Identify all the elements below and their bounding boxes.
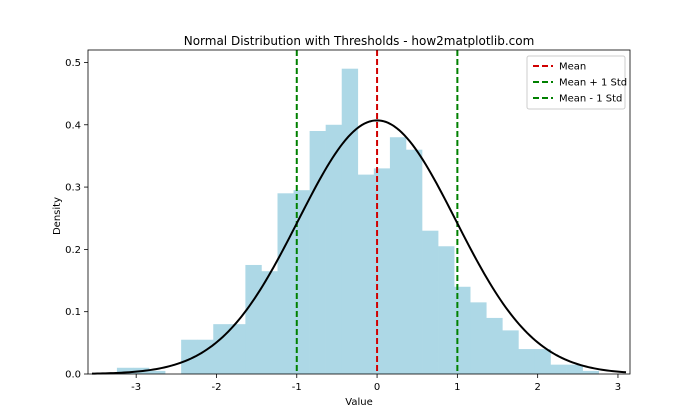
legend: Mean Mean + 1 Std Mean - 1 Std: [526, 55, 627, 110]
histogram-bar: [245, 264, 262, 374]
histogram-bar: [181, 339, 198, 374]
histogram-bar: [550, 364, 567, 374]
y-tick-label: 0.3: [65, 183, 81, 194]
histogram-bar: [470, 302, 487, 374]
y-tick-label: 0.1: [65, 307, 81, 318]
y-tick-label: 0.4: [65, 120, 81, 131]
histogram-bar: [341, 68, 359, 374]
histogram-bar: [486, 317, 503, 374]
histogram-bar: [582, 370, 599, 374]
histogram-bar: [405, 149, 423, 374]
histogram-bar: [261, 271, 278, 374]
histogram-bar: [325, 124, 343, 375]
histogram-bar: [277, 193, 294, 374]
histogram-bar: [566, 364, 583, 374]
chart-title: Normal Distribution with Thresholds - ho…: [184, 34, 535, 48]
histogram-bar: [357, 174, 375, 374]
y-tick-label: 0.5: [65, 58, 81, 69]
histogram-bar: [309, 131, 326, 374]
x-tick-label: -1: [292, 382, 302, 393]
pdf-curve: [91, 119, 627, 375]
histogram-bar: [197, 339, 214, 374]
legend-label: Mean: [559, 62, 586, 73]
legend-label: Mean - 1 Std: [559, 94, 622, 105]
histogram-bar: [389, 137, 407, 374]
y-axis-label: Density: [52, 197, 63, 235]
histogram-bar: [116, 367, 134, 374]
x-tick-label: 3: [615, 382, 621, 393]
x-tick-label: 1: [454, 382, 460, 393]
x-tick-label: -3: [131, 382, 141, 393]
axes-frame: [87, 49, 631, 375]
histogram-bar: [502, 330, 519, 374]
x-tick-label: 2: [534, 382, 540, 393]
histogram-bar: [422, 230, 439, 374]
histogram-bar: [149, 370, 166, 374]
legend-box: [526, 55, 626, 110]
y-tick-label: 0.0: [65, 370, 81, 381]
histogram-bar: [438, 246, 455, 374]
histogram-bar: [518, 349, 535, 374]
histogram-bar: [229, 324, 246, 374]
histogram-bar: [213, 324, 230, 374]
plot-area: -3 -2 -1 0 1 2 3 0.0 0.1 0.2 0.3 0.4 0.5 Mean Mean + 1…: [65, 49, 631, 393]
x-tick-label: -2: [211, 382, 221, 393]
histogram-bar: [293, 190, 310, 374]
x-tick-label: 0: [374, 382, 380, 393]
y-tick-label: 0.2: [65, 245, 81, 256]
histogram-bar: [534, 349, 551, 374]
x-axis-label: Value: [345, 397, 372, 408]
legend-label: Mean + 1 Std: [559, 78, 627, 89]
